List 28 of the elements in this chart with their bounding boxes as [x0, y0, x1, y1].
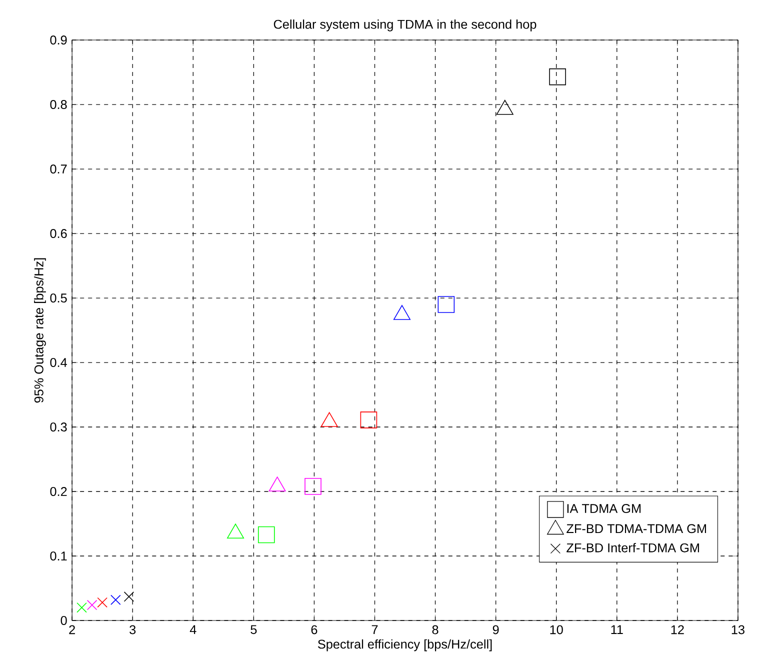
x-tick-label: 13 [732, 625, 744, 634]
legend-label: ZF-BD Interf-TDMA GM [566, 543, 699, 552]
y-tick-label: 0.7 [50, 164, 67, 174]
x-tick-label: 3 [130, 625, 136, 634]
x-tick-label: 11 [611, 625, 623, 634]
y-tick-label: 0.1 [50, 552, 67, 561]
y-tick-label: 0.3 [50, 422, 67, 432]
x-tick-label: 4 [190, 625, 196, 634]
x-tick-label: 5 [250, 625, 257, 634]
legend-label: IA TDMA GM [567, 504, 641, 514]
y-axis-title: 95% Outage rate [bps/Hz] [34, 258, 46, 403]
x-tick-label: 9 [492, 625, 499, 634]
x-tick-label: 10 [550, 625, 563, 634]
x-tick-label: 6 [311, 625, 318, 634]
y-tick-label: 0.4 [50, 358, 67, 368]
x-tick-label: 2 [69, 625, 75, 634]
x-tick-label: 12 [671, 625, 684, 634]
y-tick-label: 0 [60, 616, 67, 626]
y-tick-label: 0.6 [50, 229, 67, 238]
y-tick-label: 0.8 [50, 100, 67, 110]
legend-label: ZF-BD TDMA-TDMA GM [566, 524, 706, 534]
x-axis-title: Spectral efficiency [bps/Hz/cell] [318, 639, 492, 652]
y-tick-label: 0.2 [50, 487, 67, 496]
y-tick-label: 0.5 [50, 294, 67, 303]
y-tick-label: 0.9 [50, 36, 67, 45]
chart-title: Cellular system using TDMA in the second hop [274, 20, 536, 32]
x-tick-label: 7 [372, 625, 378, 634]
x-tick-label: 8 [432, 625, 438, 634]
